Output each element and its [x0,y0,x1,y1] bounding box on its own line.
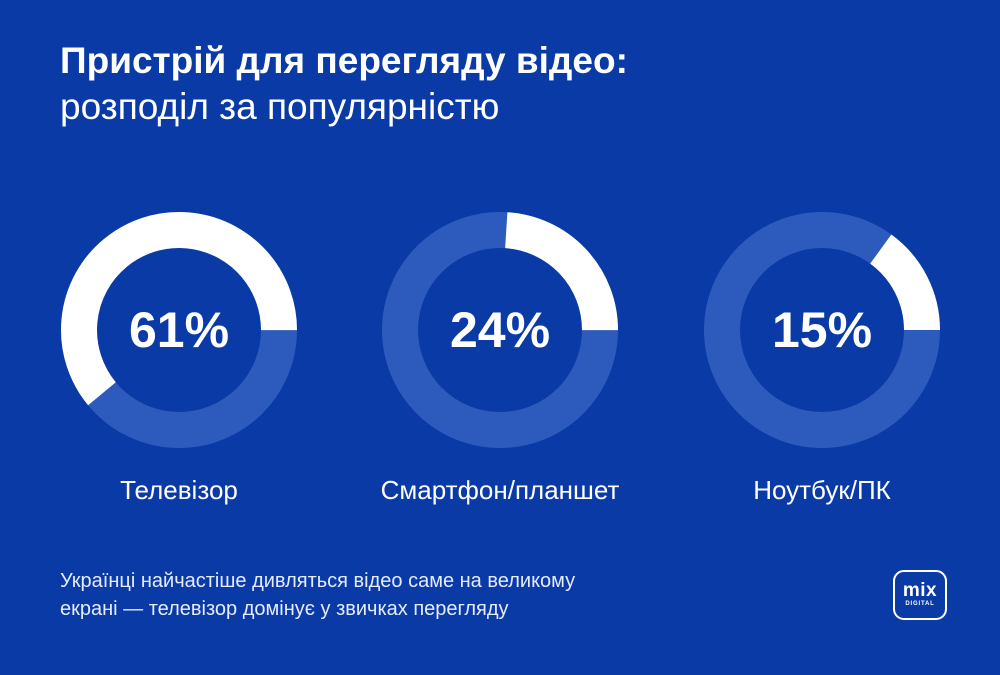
percent-label-tv: 61% [129,302,229,358]
footnote-line-2: екрані — телевізор домінує у звичках пер… [60,598,509,620]
logo-main-text: mix [902,580,938,601]
title-line-2: розподіл за популярністю [60,86,500,127]
footnote-line-1: Українці найчастіше дивляться відео саме… [60,570,576,592]
donut-segment-tv [60,212,297,448]
logo-sub-text: DIGITAL [905,601,935,607]
mix-digital-logo: mix DIGITAL [893,570,947,620]
category-label-smartphone-tablet: Смартфон/планшет [381,475,620,505]
category-label-laptop-pc: Ноутбук/ПК [753,475,891,505]
donut-segment-smartphone-tablet [382,211,618,448]
title-line-1: Пристрій для перегляду відео: [60,40,628,81]
percent-label-smartphone-tablet: 24% [450,302,550,358]
chart-title: Пристрій для перегляду відео: розподіл з… [60,38,628,130]
category-label-tv: Телевізор [120,475,238,505]
footnote: Українці найчастіше дивляться відео саме… [60,567,780,623]
percent-label-laptop-pc: 15% [772,302,872,358]
